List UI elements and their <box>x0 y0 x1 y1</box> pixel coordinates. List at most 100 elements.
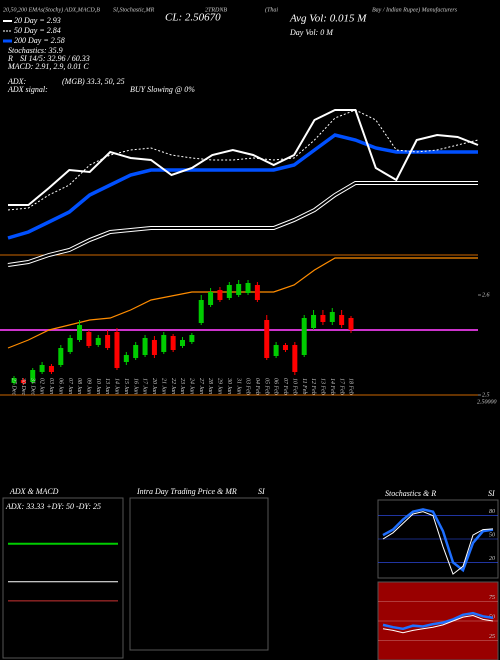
indicator-line <box>7 181 478 267</box>
x-tick-label: 03 Feb <box>245 378 251 395</box>
candle-body <box>226 285 232 298</box>
series-line <box>382 508 494 573</box>
legend-entry: BUY Slowing @ 0% <box>130 85 195 94</box>
x-tick-label: 07 Jan <box>67 378 73 394</box>
candle-body <box>86 332 92 346</box>
candle-body <box>142 338 148 355</box>
indicator-line <box>7 109 479 211</box>
indicator-line <box>7 182 478 266</box>
x-tick-label: 13 Jan <box>104 378 110 394</box>
legend-entry: MACD: 2.91, 2.9, 0.01 C <box>7 62 89 71</box>
legend-entry: (MGB) 33.3, 50, 25 <box>62 77 125 86</box>
candle-body <box>217 290 223 300</box>
x-tick-label: 27 Dec <box>11 378 17 395</box>
y-tick-label: 20 <box>489 556 495 562</box>
x-tick-label: 16 Jan <box>132 378 138 394</box>
x-tick-label: 20 Jan <box>151 378 157 394</box>
y-tick-label: 25 <box>489 634 495 640</box>
x-tick-label: 04 Feb <box>254 378 261 395</box>
y-tick-label: 2.5 <box>482 392 490 398</box>
candle-body <box>105 335 111 348</box>
indicator-line <box>7 133 478 240</box>
legend-entry: 50 Day = 2.84 <box>14 26 61 35</box>
panel-annotation: ADX: 33.33 +DY: 50 -DY: 25 <box>5 502 101 511</box>
candle-body <box>320 315 326 322</box>
avg-volume: Avg Vol: 0.015 M <box>289 13 367 25</box>
candle-body <box>264 320 270 358</box>
legend-entry: ADX: <box>7 77 27 86</box>
legend-entry: ADX signal: <box>7 85 48 94</box>
candle-body <box>292 345 298 372</box>
candle-body <box>282 345 288 350</box>
candle-body <box>30 370 36 382</box>
x-tick-label: 11 Feb <box>301 378 307 394</box>
x-tick-label: 07 Feb <box>282 378 288 395</box>
candle-body <box>170 336 176 350</box>
candle-body <box>208 292 214 305</box>
x-tick-label: 22 Jan <box>170 378 176 394</box>
candle-body <box>123 355 129 362</box>
candle-body <box>95 338 101 345</box>
y-tick-label: 75 <box>489 595 495 601</box>
chart-title: SI,Stochastic,MR <box>113 7 155 13</box>
candle-body <box>339 315 345 325</box>
legend-entry: Stochastics: 35.9 <box>8 46 63 55</box>
x-tick-label: 31 Dec <box>29 377 35 395</box>
candle-body <box>198 300 204 323</box>
y-tick-label: 2.6 <box>482 292 490 298</box>
x-tick-label: 08 Jan <box>76 378 82 394</box>
x-tick-label: 10 Feb <box>291 378 297 395</box>
x-tick-label: 10 Jan <box>95 378 101 394</box>
candle-body <box>48 366 54 372</box>
candle-body <box>329 312 335 322</box>
x-tick-label: 30 Dec <box>20 377 26 395</box>
x-tick-label: 03 Jan <box>48 378 54 394</box>
panel-background <box>2 497 124 659</box>
candle-body <box>77 325 83 340</box>
candle-body <box>245 283 251 293</box>
candle-body <box>273 345 279 356</box>
candle-body <box>11 378 17 383</box>
x-tick-label: 14 Feb <box>329 378 336 395</box>
x-tick-label: 31 Jan <box>235 377 241 394</box>
x-tick-label: 30 Jan <box>226 377 232 394</box>
close-label: CL: 2.50670 <box>165 12 221 24</box>
candle-body <box>58 348 64 365</box>
panel-title: SI <box>258 487 265 496</box>
chart-subtitle: 2TRDNB <box>205 7 227 13</box>
legend-entry: 20 Day = 2.93 <box>14 16 61 25</box>
x-tick-label: 17 Feb <box>338 378 344 395</box>
x-tick-label: 14 Jan <box>114 378 121 394</box>
candle-body <box>133 345 139 358</box>
x-tick-label: 29 Jan <box>217 378 223 394</box>
x-tick-label: 06 Jan <box>57 378 63 394</box>
candle-body <box>161 335 167 352</box>
candle-body <box>348 318 354 330</box>
x-tick-label: 21 Jan <box>160 378 166 394</box>
candle-body <box>311 315 317 328</box>
x-tick-label: 06 Feb <box>273 378 279 395</box>
x-tick-label: 15 Jan <box>123 378 129 394</box>
x-tick-label: 02 Jan <box>39 378 45 394</box>
x-tick-label: 28 Jan <box>207 378 213 394</box>
panel-background <box>129 497 269 651</box>
indicator-line <box>7 257 478 349</box>
chart-subtitle: (Thai <box>265 6 278 13</box>
candle-body <box>301 318 307 355</box>
x-tick-label: 05 Feb <box>263 378 269 395</box>
series-line <box>382 614 494 634</box>
price-label: 2.50000 <box>477 399 497 405</box>
x-tick-label: 09 Jan <box>86 378 92 394</box>
chart-subtitle: Bay / Indian Rupee) Manufacturers <box>372 6 458 13</box>
panel-title: Intra Day Trading Price & MR <box>136 487 237 496</box>
x-tick-label: 18 Feb <box>348 378 354 395</box>
panel-title: SI <box>488 489 495 498</box>
candle-body <box>39 365 45 372</box>
candle-body <box>151 340 157 355</box>
candle-body <box>20 380 26 383</box>
x-tick-label: 17 Jan <box>142 378 148 394</box>
panel-title: ADX & MACD <box>9 487 59 496</box>
candle-body <box>189 335 195 342</box>
